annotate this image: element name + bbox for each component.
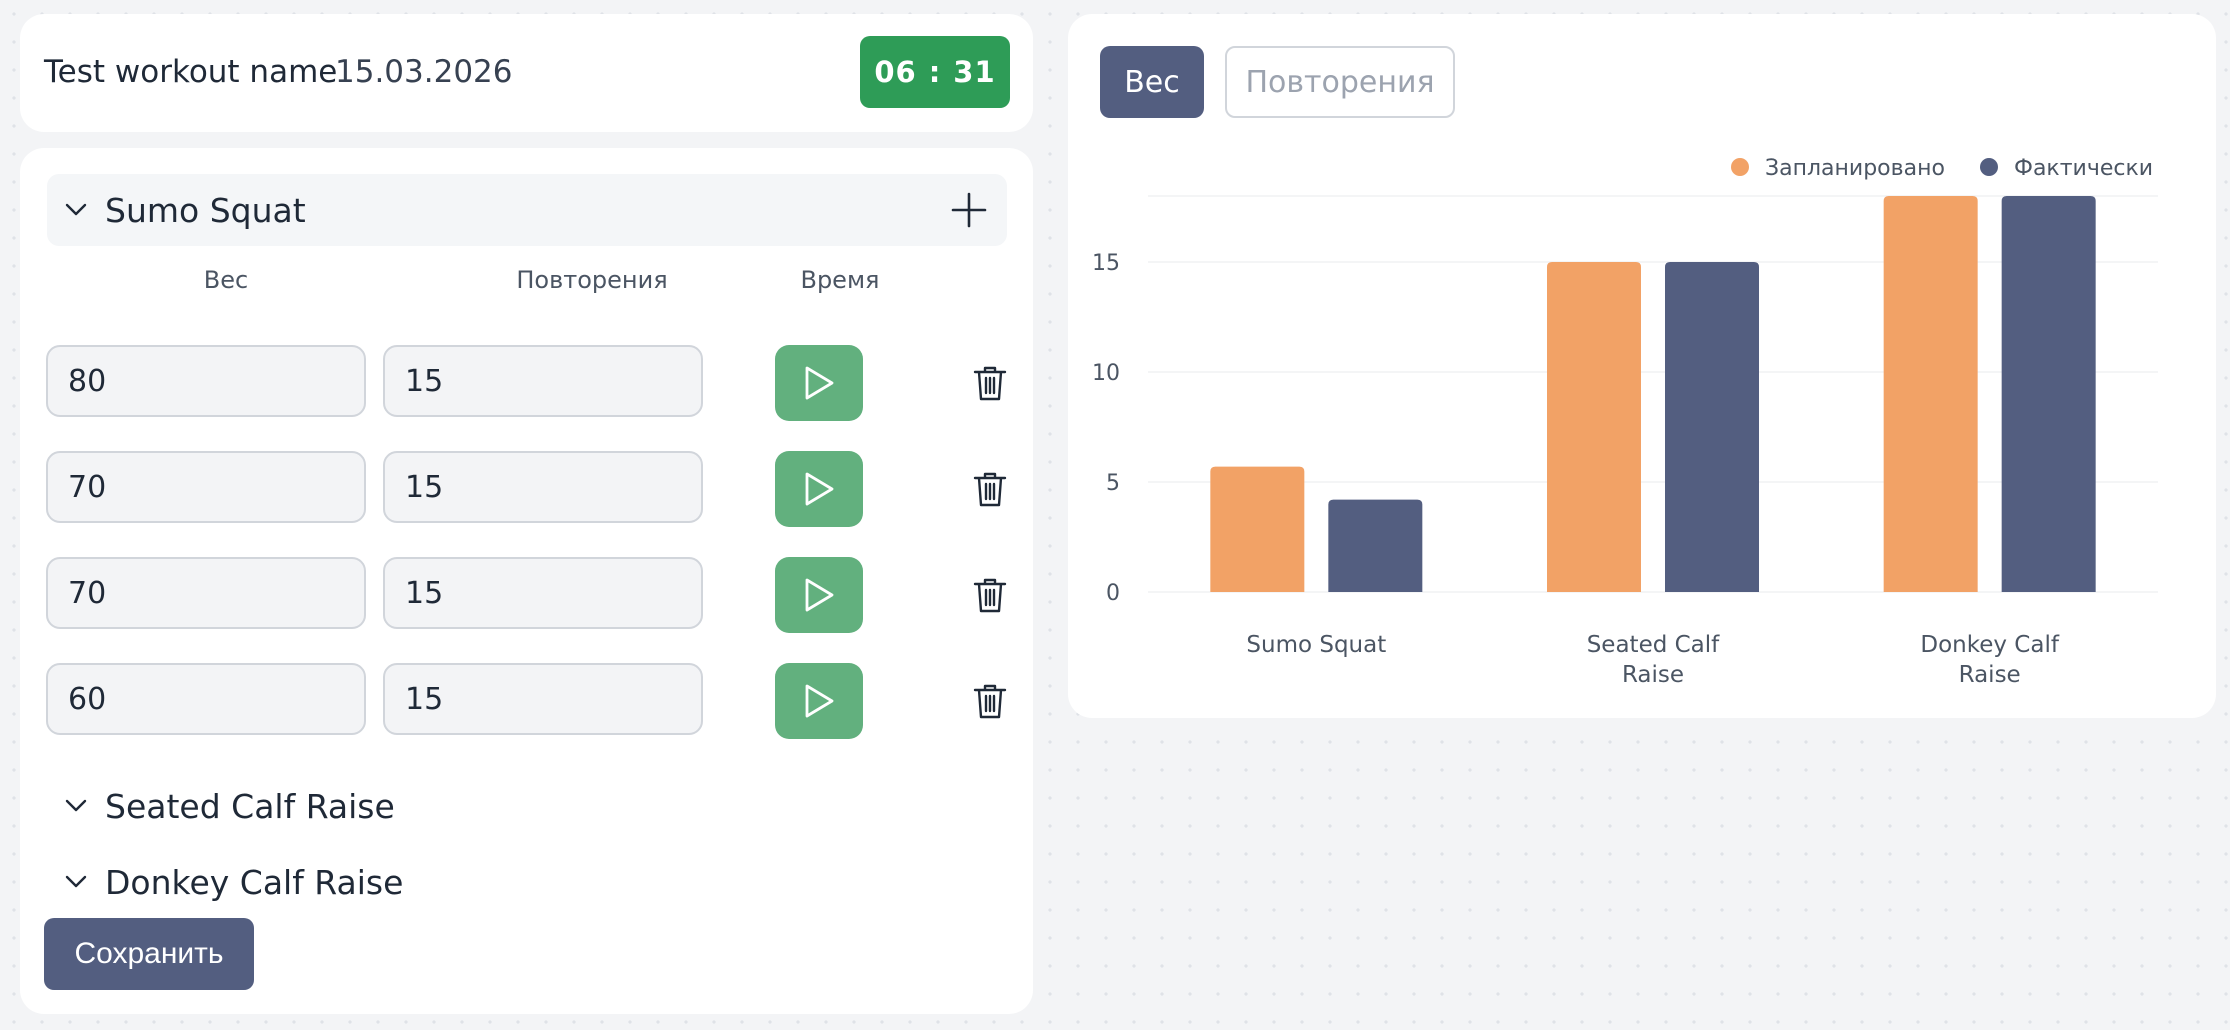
start-timer-button[interactable]	[775, 557, 863, 633]
legend-label: Фактически	[2014, 156, 2153, 181]
y-tick-label: 5	[1106, 471, 1120, 496]
set-row	[46, 345, 1007, 421]
legend-marker	[1980, 158, 1998, 176]
reps-input[interactable]	[383, 345, 703, 417]
workout-timer[interactable]: 06 : 31	[860, 36, 1010, 108]
tab-weight[interactable]: Вес	[1100, 46, 1204, 118]
exercise-header-sumo-squat[interactable]: Sumo Squat	[47, 174, 1007, 246]
start-timer-button[interactable]	[775, 663, 863, 739]
start-timer-button[interactable]	[775, 345, 863, 421]
play-icon	[805, 684, 834, 718]
play-icon	[805, 578, 834, 612]
legend-marker	[1731, 158, 1749, 176]
weight-input[interactable]	[46, 345, 366, 417]
exercise-list: Sumo Squat Вес Повторения Время	[20, 148, 1033, 1014]
save-button[interactable]: Сохранить	[44, 918, 254, 990]
reps-input[interactable]	[383, 557, 703, 629]
y-tick-label: 15	[1092, 251, 1120, 276]
workout-header: Test workout name 15.03.2026 06 : 31	[20, 14, 1033, 132]
chevron-down-icon[interactable]	[47, 786, 105, 826]
reps-input[interactable]	[383, 663, 703, 735]
set-row	[46, 663, 1007, 739]
weight-input[interactable]	[46, 451, 366, 523]
start-timer-button[interactable]	[775, 451, 863, 527]
tab-reps[interactable]: Повторения	[1225, 46, 1455, 118]
trash-icon[interactable]	[970, 681, 1010, 721]
play-icon	[805, 366, 834, 400]
exercise-title: Seated Calf Raise	[105, 786, 395, 826]
exercise-title: Sumo Squat	[105, 190, 306, 230]
reps-input[interactable]	[383, 451, 703, 523]
trash-icon[interactable]	[970, 575, 1010, 615]
trash-icon[interactable]	[970, 469, 1010, 509]
chevron-down-icon[interactable]	[47, 862, 105, 902]
x-category-label: Raise	[1622, 662, 1684, 688]
y-tick-label: 0	[1106, 581, 1120, 606]
weight-input[interactable]	[46, 663, 366, 735]
column-weight-label: Вес	[203, 266, 249, 294]
weight-input[interactable]	[46, 557, 366, 629]
timer-separator: :	[928, 55, 942, 89]
trash-icon[interactable]	[970, 363, 1010, 403]
bar-actual	[1665, 262, 1759, 592]
bar-actual	[2001, 196, 2096, 592]
exercise-header-donkey-calf-raise[interactable]: Donkey Calf Raise	[47, 846, 1007, 918]
bar-chart: 0 5 10 15 Sumo Squat Seated Calf Raise Donkey C…	[1092, 156, 2158, 688]
legend-label: Запланировано	[1765, 156, 1945, 181]
x-category-label: Seated Calf	[1587, 632, 1720, 658]
y-tick-label: 10	[1092, 361, 1120, 386]
workout-date: 15.03.2026	[335, 54, 513, 90]
column-reps-label: Повторения	[516, 266, 668, 294]
timer-minutes: 06	[874, 55, 917, 89]
x-category-label: Donkey Calf	[1920, 632, 2059, 658]
set-row	[46, 557, 1007, 633]
add-set-icon[interactable]	[947, 188, 991, 232]
play-icon	[805, 472, 834, 506]
chart-panel: 0 5 10 15 Sumo Squat Seated Calf Raise Donkey C…	[1068, 14, 2216, 718]
exercise-title: Donkey Calf Raise	[105, 862, 404, 902]
bar-planned	[1547, 262, 1641, 592]
bar-actual	[1328, 499, 1423, 592]
x-category-label: Sumo Squat	[1246, 632, 1386, 658]
timer-seconds: 31	[953, 55, 996, 89]
workout-name: Test workout name	[44, 54, 338, 90]
bar-planned	[1883, 196, 1978, 592]
column-time-label: Время	[800, 266, 880, 294]
bar-planned	[1210, 466, 1305, 592]
chevron-down-icon[interactable]	[47, 190, 105, 230]
x-category-label: Raise	[1959, 662, 2021, 688]
set-row	[46, 451, 1007, 527]
exercise-header-seated-calf-raise[interactable]: Seated Calf Raise	[47, 770, 1007, 842]
